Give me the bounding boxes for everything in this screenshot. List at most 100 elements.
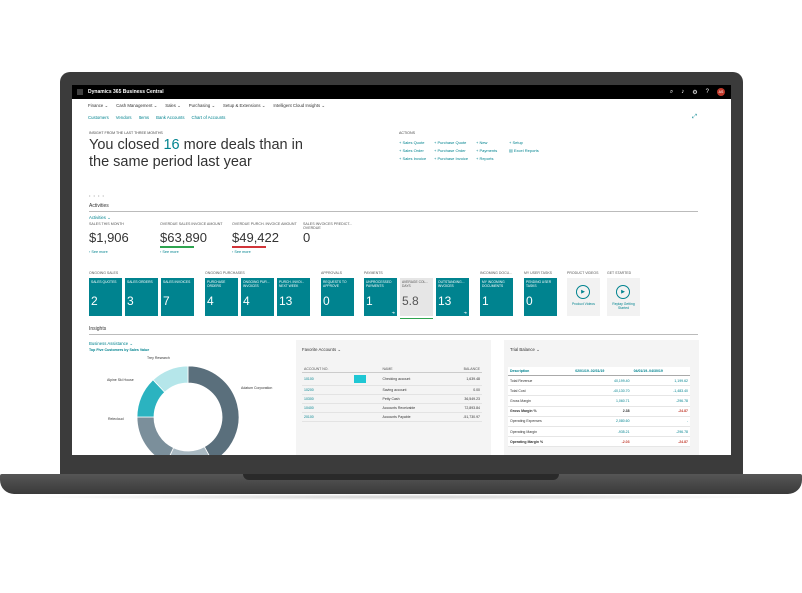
tile-ongoing-purch-invoices[interactable]: ONGOING PUR... INVOICES 4 <box>241 278 274 316</box>
trial-balance-table: Description 02/01/19..02/31/19 04/01/19.… <box>508 367 690 448</box>
tile-my-incoming-documents[interactable]: MY INCOMING DOCUMENTS 1 <box>480 278 513 316</box>
menu-purchasing[interactable]: Purchasing ⌄ <box>188 103 216 108</box>
cell-period-2[interactable]: 1,199.62 <box>631 375 690 387</box>
col-description[interactable]: Description <box>508 367 574 376</box>
carousel-dots[interactable]: • • • • <box>89 193 105 198</box>
col-account-no[interactable]: ACCOUNT NO. <box>302 365 353 373</box>
action-sales-invoice[interactable]: + Sales Invoice <box>399 156 427 161</box>
tile-product-videos[interactable]: ▶ Product Videos <box>567 278 600 316</box>
favorite-accounts-title[interactable]: Favorite Accounts ⌄ <box>302 347 341 352</box>
help-icon[interactable]: ? <box>705 89 709 95</box>
cell-account-no[interactable]: 10300 <box>302 394 353 404</box>
tile-get-started[interactable]: ▶ Replay Getting Started <box>607 278 640 316</box>
cell-select[interactable] <box>352 372 381 386</box>
tile-sales-invoices[interactable]: SALES INVOICES 7 <box>161 278 194 316</box>
see-more-link[interactable]: › See more <box>160 249 179 254</box>
tile-label: Product Videos <box>572 302 595 306</box>
action-sales-quote[interactable]: + Sales Quote <box>399 140 425 145</box>
table-row[interactable]: 20100 Accounts Payable -51,730.97 <box>302 412 482 422</box>
donut-slice[interactable] <box>136 416 175 455</box>
cell-account-no[interactable]: 20100 <box>302 412 353 422</box>
kpi-sales-this-month[interactable]: SALES THIS MONTH $1,906 › See more <box>89 222 155 254</box>
group-payments: PAYMENTS <box>364 271 383 275</box>
expand-icon[interactable]: ⤢ <box>692 114 697 120</box>
tile-average-collection-days[interactable]: AVERAGE COL... DAYS 5.8 <box>400 278 433 319</box>
cell-period-2[interactable]: - <box>631 416 690 427</box>
cell-select[interactable] <box>352 412 381 422</box>
col-period-2[interactable]: 04/01/19..04/30/19 <box>631 367 690 376</box>
top-customers-donut[interactable] <box>128 357 248 455</box>
business-assistance-dropdown[interactable]: Business Assistance ⌄ <box>89 341 133 346</box>
menu-finance[interactable]: Finance ⌄ <box>88 103 109 108</box>
table-row[interactable]: 10300 Petty Cash 36,549.23 <box>302 394 482 404</box>
activities-dropdown[interactable]: Activities ⌄ <box>89 215 111 220</box>
cell-period-2[interactable]: -296.78 <box>631 395 690 407</box>
col-period-1[interactable]: 02/01/19..02/31/19 <box>573 367 632 376</box>
cell-account-no[interactable]: 10100 <box>302 372 353 386</box>
cell-select[interactable] <box>352 403 381 413</box>
cell-period-2[interactable]: -296.78 <box>631 426 690 438</box>
action-setup[interactable]: + Setup <box>509 140 523 145</box>
kpi-overdue-purch[interactable]: OVERDUE PURCH. INVOICE AMOUNT $49,422 › … <box>232 222 298 254</box>
action-new[interactable]: + New <box>476 140 488 145</box>
tile-requests-to-approve[interactable]: REQUESTS TO APPROVE 0 <box>321 278 354 316</box>
trial-balance-title[interactable]: Trial Balance ⌄ <box>510 347 540 352</box>
link-vendors[interactable]: Vendors <box>115 115 132 120</box>
action-purchase-invoice[interactable]: + Purchase Invoice <box>434 156 469 161</box>
tile-unprocessed-payments[interactable]: UNPROCESSED PAYMENTS 1 ➜ <box>364 278 397 316</box>
cell-select[interactable] <box>352 385 381 395</box>
link-customers[interactable]: Customers <box>88 115 109 120</box>
table-row[interactable]: 10400 Accounts Receivable 72,893.84 <box>302 403 482 413</box>
link-chart-of-accounts[interactable]: Chart of Accounts <box>191 115 226 120</box>
cell-account-no[interactable]: 10200 <box>302 385 353 395</box>
tile-sales-quotes[interactable]: SALES QUOTES 2 <box>89 278 122 316</box>
table-row[interactable]: 10100 Checking account 1,639.48 <box>302 372 482 386</box>
action-purchase-order[interactable]: + Purchase Order <box>434 148 466 153</box>
tile-sales-orders[interactable]: SALES ORDERS 3 <box>125 278 158 316</box>
cell-period-1[interactable]: 40,199.40 <box>573 375 632 387</box>
cell-account-no[interactable]: 10400 <box>302 403 353 413</box>
action-purchase-quote[interactable]: + Purchase Quote <box>434 140 467 145</box>
see-more-link[interactable]: › See more <box>232 249 251 254</box>
actions-caption: ACTIONS <box>399 131 415 135</box>
donut-slice[interactable] <box>152 365 189 393</box>
tile-purch-invoices-next-week[interactable]: PURCH. INVOI... NEXT WEEK 13 <box>277 278 310 316</box>
menu-intelligent-cloud[interactable]: Intelligent Cloud Insights ⌄ <box>273 103 325 108</box>
tile-outstanding-invoices[interactable]: OUTSTANDING... INVOICES 13 ➜ <box>436 278 469 316</box>
avatar[interactable]: AS <box>717 88 725 96</box>
gear-icon[interactable]: ⚙ <box>692 89 698 96</box>
col-balance[interactable]: BALANCE <box>445 365 482 373</box>
tile-pending-user-tasks[interactable]: PENDING USER TASKS 0 <box>524 278 557 316</box>
action-excel-reports[interactable]: ▤ Excel Reports <box>509 148 539 153</box>
tile-purchase-orders[interactable]: PURCHASE ORDERS 4 <box>205 278 238 316</box>
link-bank-accounts[interactable]: Bank Accounts <box>156 115 185 120</box>
search-icon[interactable]: ⌕ <box>669 88 674 95</box>
menu-cash-management[interactable]: Cash Management ⌄ <box>116 103 158 108</box>
bell-icon[interactable]: ♪ <box>681 89 685 95</box>
kpi-sales-invoices-predicted[interactable]: SALES INVOICES PREDICT... OVERDUE 0 <box>303 222 369 245</box>
donut-slice[interactable] <box>166 446 212 455</box>
group-get-started: GET STARTED <box>607 271 632 275</box>
cell-period-2[interactable]: -1,483.40 <box>631 385 690 397</box>
app-launcher-icon[interactable] <box>77 89 83 95</box>
see-more-link[interactable]: › See more <box>89 249 108 254</box>
action-payments[interactable]: + Payments <box>476 148 498 153</box>
tile-value: 13 <box>438 294 452 308</box>
cell-select[interactable] <box>352 394 381 404</box>
cell-period-1[interactable]: 1,060.71 <box>573 395 632 407</box>
col-name[interactable]: NAME <box>380 365 446 373</box>
kpi-overdue-sales[interactable]: OVERDUE SALES INVOICE AMOUNT $63,890 › S… <box>160 222 226 254</box>
cell-description: Operating Margin <box>508 426 574 438</box>
menu-setup-extensions[interactable]: Setup & Extensions ⌄ <box>223 103 266 108</box>
tile-value: 5.8 <box>402 294 419 308</box>
table-row[interactable]: 10200 Saving account 0.00 <box>302 385 482 395</box>
cell-period-1[interactable]: -40,130.70 <box>573 385 632 397</box>
cell-period-1[interactable]: -935.21 <box>573 426 632 438</box>
action-sales-order[interactable]: + Sales Order <box>399 148 424 153</box>
donut-slice[interactable] <box>187 365 240 455</box>
menu-sales[interactable]: Sales ⌄ <box>165 103 181 108</box>
insights-divider <box>89 334 698 335</box>
cell-period-1[interactable]: 2,080.60 <box>573 416 632 427</box>
action-reports[interactable]: + Reports <box>476 156 494 161</box>
link-items[interactable]: Items <box>138 115 150 120</box>
